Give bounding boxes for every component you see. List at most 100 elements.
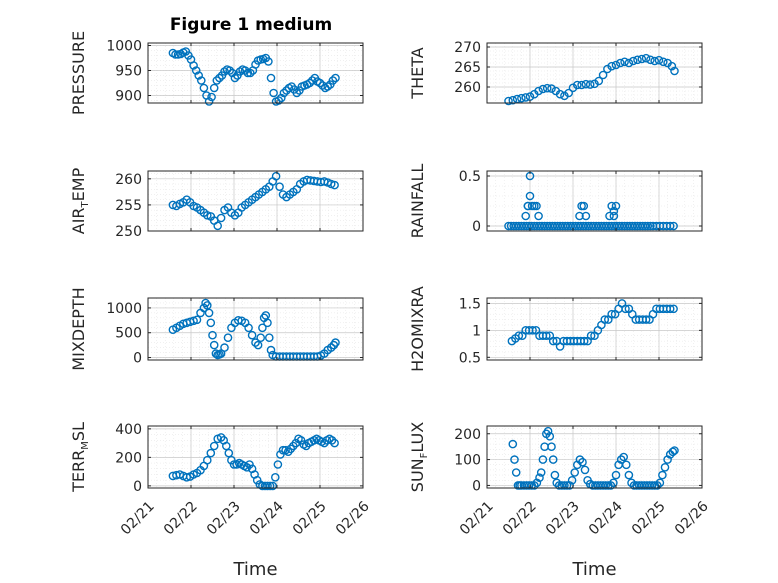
data-point bbox=[555, 89, 565, 99]
data-point bbox=[215, 73, 224, 83]
data-point bbox=[278, 445, 288, 455]
data-point bbox=[220, 343, 229, 352]
data-point bbox=[204, 308, 214, 318]
data-point bbox=[331, 338, 340, 347]
axes-box bbox=[147, 170, 364, 232]
data-point bbox=[204, 97, 214, 106]
data-point bbox=[274, 96, 284, 105]
data-point bbox=[171, 50, 180, 59]
data-point bbox=[532, 201, 541, 211]
data-point bbox=[208, 330, 217, 340]
data-point bbox=[276, 93, 286, 103]
data-point bbox=[209, 441, 219, 451]
data-point bbox=[568, 83, 578, 93]
data-point bbox=[256, 333, 266, 343]
y-axis-label: PRESSURE bbox=[69, 31, 88, 115]
data-point bbox=[270, 472, 280, 482]
y-tick-label: 1 bbox=[472, 323, 481, 339]
data-point bbox=[601, 481, 611, 490]
data-point bbox=[594, 76, 604, 86]
data-point bbox=[224, 448, 234, 458]
data-point bbox=[567, 475, 577, 485]
data-point bbox=[665, 221, 675, 231]
data-point bbox=[603, 64, 612, 74]
axes-box bbox=[486, 170, 703, 232]
data-point bbox=[268, 481, 278, 491]
subplot-theta: 260 265 270 THETA bbox=[408, 40, 703, 106]
data-point bbox=[264, 57, 273, 66]
y-tick-label: 1000 bbox=[106, 39, 142, 55]
data-point bbox=[665, 304, 675, 314]
data-point bbox=[202, 455, 212, 465]
data-point bbox=[252, 475, 262, 485]
data-point bbox=[633, 55, 642, 65]
subplot-pressure: 900 950 1000 PRESSURE bbox=[69, 31, 364, 115]
data-point bbox=[667, 61, 677, 71]
data-point bbox=[616, 455, 626, 464]
data-point bbox=[189, 61, 198, 70]
data-point bbox=[534, 86, 543, 96]
data-point bbox=[624, 58, 634, 68]
data-point bbox=[525, 191, 535, 201]
data-point bbox=[227, 68, 237, 78]
axes-box bbox=[486, 297, 703, 361]
series-rainfall bbox=[504, 171, 678, 231]
data-point bbox=[622, 460, 631, 470]
y-tick-label: 270 bbox=[454, 40, 481, 56]
data-point bbox=[637, 54, 647, 64]
data-point bbox=[330, 438, 339, 448]
y-tick-label: 900 bbox=[115, 89, 142, 105]
data-point bbox=[658, 470, 667, 480]
data-point bbox=[579, 336, 589, 346]
data-point bbox=[216, 213, 226, 223]
data-point bbox=[245, 460, 254, 469]
data-point bbox=[646, 221, 655, 231]
data-point bbox=[326, 343, 336, 352]
x-axis-label: Time bbox=[232, 559, 277, 580]
data-point bbox=[620, 57, 629, 67]
data-point bbox=[598, 70, 608, 80]
y-tick-label: 1.5 bbox=[459, 296, 481, 312]
data-point bbox=[564, 88, 574, 98]
data-point bbox=[562, 481, 572, 490]
subplot-h2omixra: 0.5 1 1.5 H2OMIXRA bbox=[408, 286, 703, 372]
data-point bbox=[570, 468, 580, 477]
data-point bbox=[611, 470, 621, 480]
data-point bbox=[641, 315, 651, 324]
data-point bbox=[643, 221, 653, 231]
data-point bbox=[605, 211, 614, 221]
data-point bbox=[251, 338, 260, 347]
data-point bbox=[511, 468, 521, 477]
data-point bbox=[211, 349, 221, 358]
data-point bbox=[654, 55, 664, 65]
data-point bbox=[609, 211, 619, 221]
data-point bbox=[547, 442, 556, 452]
y-tick-label: 500 bbox=[115, 326, 142, 342]
data-point bbox=[619, 452, 629, 462]
subplot-rainfall: 0 0.5 RAINFALL bbox=[408, 164, 703, 238]
y-tick-label: 260 bbox=[454, 80, 481, 96]
data-point bbox=[646, 55, 655, 65]
data-point bbox=[331, 73, 340, 83]
data-point bbox=[225, 66, 234, 75]
data-point bbox=[611, 201, 621, 211]
data-point bbox=[609, 206, 619, 216]
data-point bbox=[581, 79, 591, 89]
data-point bbox=[206, 448, 216, 458]
data-point bbox=[209, 83, 219, 93]
data-point bbox=[223, 333, 233, 343]
series-air_temp bbox=[168, 171, 339, 231]
data-point bbox=[577, 80, 586, 90]
data-point bbox=[621, 304, 630, 314]
x-axis-label: Time bbox=[571, 559, 616, 580]
data-point bbox=[263, 318, 272, 328]
data-point bbox=[201, 298, 210, 308]
series-sun_flux bbox=[508, 426, 679, 490]
y-tick-label: 100 bbox=[454, 453, 481, 469]
data-point bbox=[550, 470, 560, 480]
data-point bbox=[328, 76, 338, 85]
y-axis-label: TERRMSL bbox=[69, 422, 91, 493]
data-point bbox=[265, 481, 275, 491]
